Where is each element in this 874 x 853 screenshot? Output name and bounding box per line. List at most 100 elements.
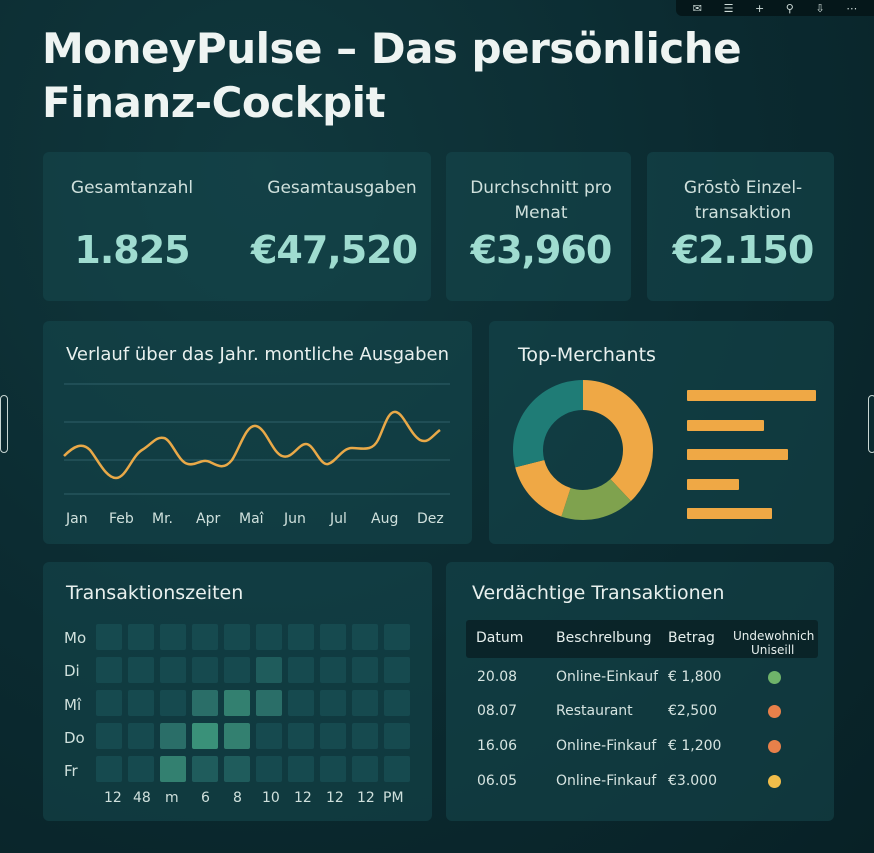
kpi-label-count: Gesamtanzahl — [70, 178, 194, 198]
heatmap-cell — [256, 690, 282, 716]
heatmap-cell — [352, 690, 378, 716]
heatmap-cell — [320, 690, 346, 716]
heatmap-cell — [128, 756, 154, 782]
month-label: Apr — [196, 511, 221, 527]
day-label: Di — [64, 662, 80, 680]
month-label: Mr. — [152, 511, 173, 527]
heatmap-cell — [256, 723, 282, 749]
kpi-label-largest: Grōstò Einzel-transaktion — [683, 178, 803, 223]
status-dot — [768, 705, 781, 718]
column-header-description: Beschrelbung — [556, 630, 652, 646]
table-cell-amount: € 1,800 — [668, 669, 722, 685]
hour-label: 12 — [326, 790, 344, 806]
kpi-card-average — [446, 152, 631, 301]
plus-icon[interactable]: + — [755, 1, 765, 15]
table-cell-date: 16.06 — [477, 738, 518, 754]
heatmap-cell — [352, 723, 378, 749]
month-label: Aug — [371, 511, 399, 527]
heatmap-cell — [384, 624, 410, 650]
heatmap-cell — [224, 756, 250, 782]
merchant-bar — [687, 419, 764, 431]
hour-label: 6 — [201, 790, 210, 806]
month-label: Jul — [330, 511, 347, 527]
heatmap-cell — [160, 690, 186, 716]
kpi-card-totals — [43, 152, 431, 301]
column-header-status-sub: Uniseill — [751, 643, 795, 657]
heatmap-cell — [192, 690, 218, 716]
month-label: Feb — [109, 511, 134, 527]
table-cell-description: Online-Finkauf — [556, 773, 657, 789]
comment-icon[interactable]: ✉ — [692, 1, 702, 15]
search-icon[interactable]: ⚲ — [785, 1, 794, 15]
heatmap-cell — [128, 624, 154, 650]
table-cell-date: 08.07 — [477, 703, 518, 719]
month-label: Jan — [66, 511, 88, 527]
table-cell-date: 06.05 — [477, 773, 518, 789]
trend-line — [63, 410, 441, 480]
heatmap-cell — [384, 723, 410, 749]
table-cell-date: 20.08 — [477, 669, 518, 685]
table-header — [466, 620, 818, 658]
hour-label: 10 — [262, 790, 280, 806]
column-header-status: Undewohnich — [733, 629, 815, 643]
trend-title: Verlauf über das Jahr. montliche Ausgabe… — [66, 344, 449, 365]
heatmap-cell — [224, 624, 250, 650]
month-label: Jun — [284, 511, 306, 527]
right-scroll-handle[interactable] — [868, 395, 874, 453]
heatmap-cell — [288, 756, 314, 782]
align-icon[interactable]: ☰ — [723, 1, 734, 15]
heatmap-cell — [96, 690, 122, 716]
heatmap-cell — [192, 624, 218, 650]
month-label: Maî — [239, 511, 264, 527]
kpi-label-total: Gesamtausgaben — [267, 178, 417, 198]
kpi-value-count: 1.825 — [74, 228, 190, 272]
heatmap-cell — [320, 624, 346, 650]
table-cell-amount: € 1,200 — [668, 738, 722, 754]
merchant-bar — [687, 449, 788, 460]
page-title: MoneyPulse – Das persönliche Finanz-Cock… — [42, 24, 742, 127]
table-cell-description: Restaurant — [556, 703, 633, 719]
heatmap-cell — [384, 690, 410, 716]
heatmap-cell — [352, 756, 378, 782]
hour-label: 12 — [294, 790, 312, 806]
kpi-value-largest: €2.150 — [672, 228, 815, 272]
heatmap-cell — [288, 723, 314, 749]
heatmap-cell — [320, 756, 346, 782]
table-cell-description: Online-Einkauf — [556, 669, 659, 685]
top-toolbar: ✉ ☰ + ⚲ ⇩ ⋯ — [676, 0, 874, 16]
heatmap-cell — [192, 756, 218, 782]
merchant-bar — [687, 390, 816, 401]
heatmap-cell — [128, 657, 154, 683]
hour-label: 12 — [104, 790, 122, 806]
status-dot — [768, 740, 781, 753]
hour-label: PM — [383, 790, 404, 806]
day-label: Mî — [64, 696, 82, 714]
status-dot — [768, 775, 781, 788]
heatmap-cell — [256, 624, 282, 650]
more-icon[interactable]: ⋯ — [846, 1, 858, 15]
trend-card — [43, 321, 472, 544]
donut-slice — [513, 380, 583, 468]
heatmap-cell — [352, 657, 378, 683]
kpi-label-average: Durchschnitt pro Menat — [470, 178, 612, 223]
heatmap-cell — [160, 657, 186, 683]
heatmap-cell — [96, 723, 122, 749]
merchants-title: Top-Merchants — [518, 344, 656, 366]
heatmap-cell — [96, 756, 122, 782]
suspicious-title: Verdächtige Transaktionen — [472, 582, 725, 604]
kpi-card-largest — [647, 152, 834, 301]
column-header-amount: Betrag — [668, 630, 715, 646]
heatmap-cell — [160, 756, 186, 782]
heatmap-cell — [256, 657, 282, 683]
left-scroll-handle[interactable] — [0, 395, 8, 453]
heatmap-cell — [128, 690, 154, 716]
heatmap-cell — [192, 657, 218, 683]
heatmap-cell — [128, 723, 154, 749]
donut-slice — [561, 479, 631, 520]
download-icon[interactable]: ⇩ — [815, 1, 825, 15]
trend-chart — [63, 383, 450, 495]
donut-slice — [515, 459, 571, 517]
heatmap-cell — [288, 624, 314, 650]
day-label: Fr — [64, 762, 78, 780]
kpi-value-total: €47,520 — [250, 228, 418, 272]
